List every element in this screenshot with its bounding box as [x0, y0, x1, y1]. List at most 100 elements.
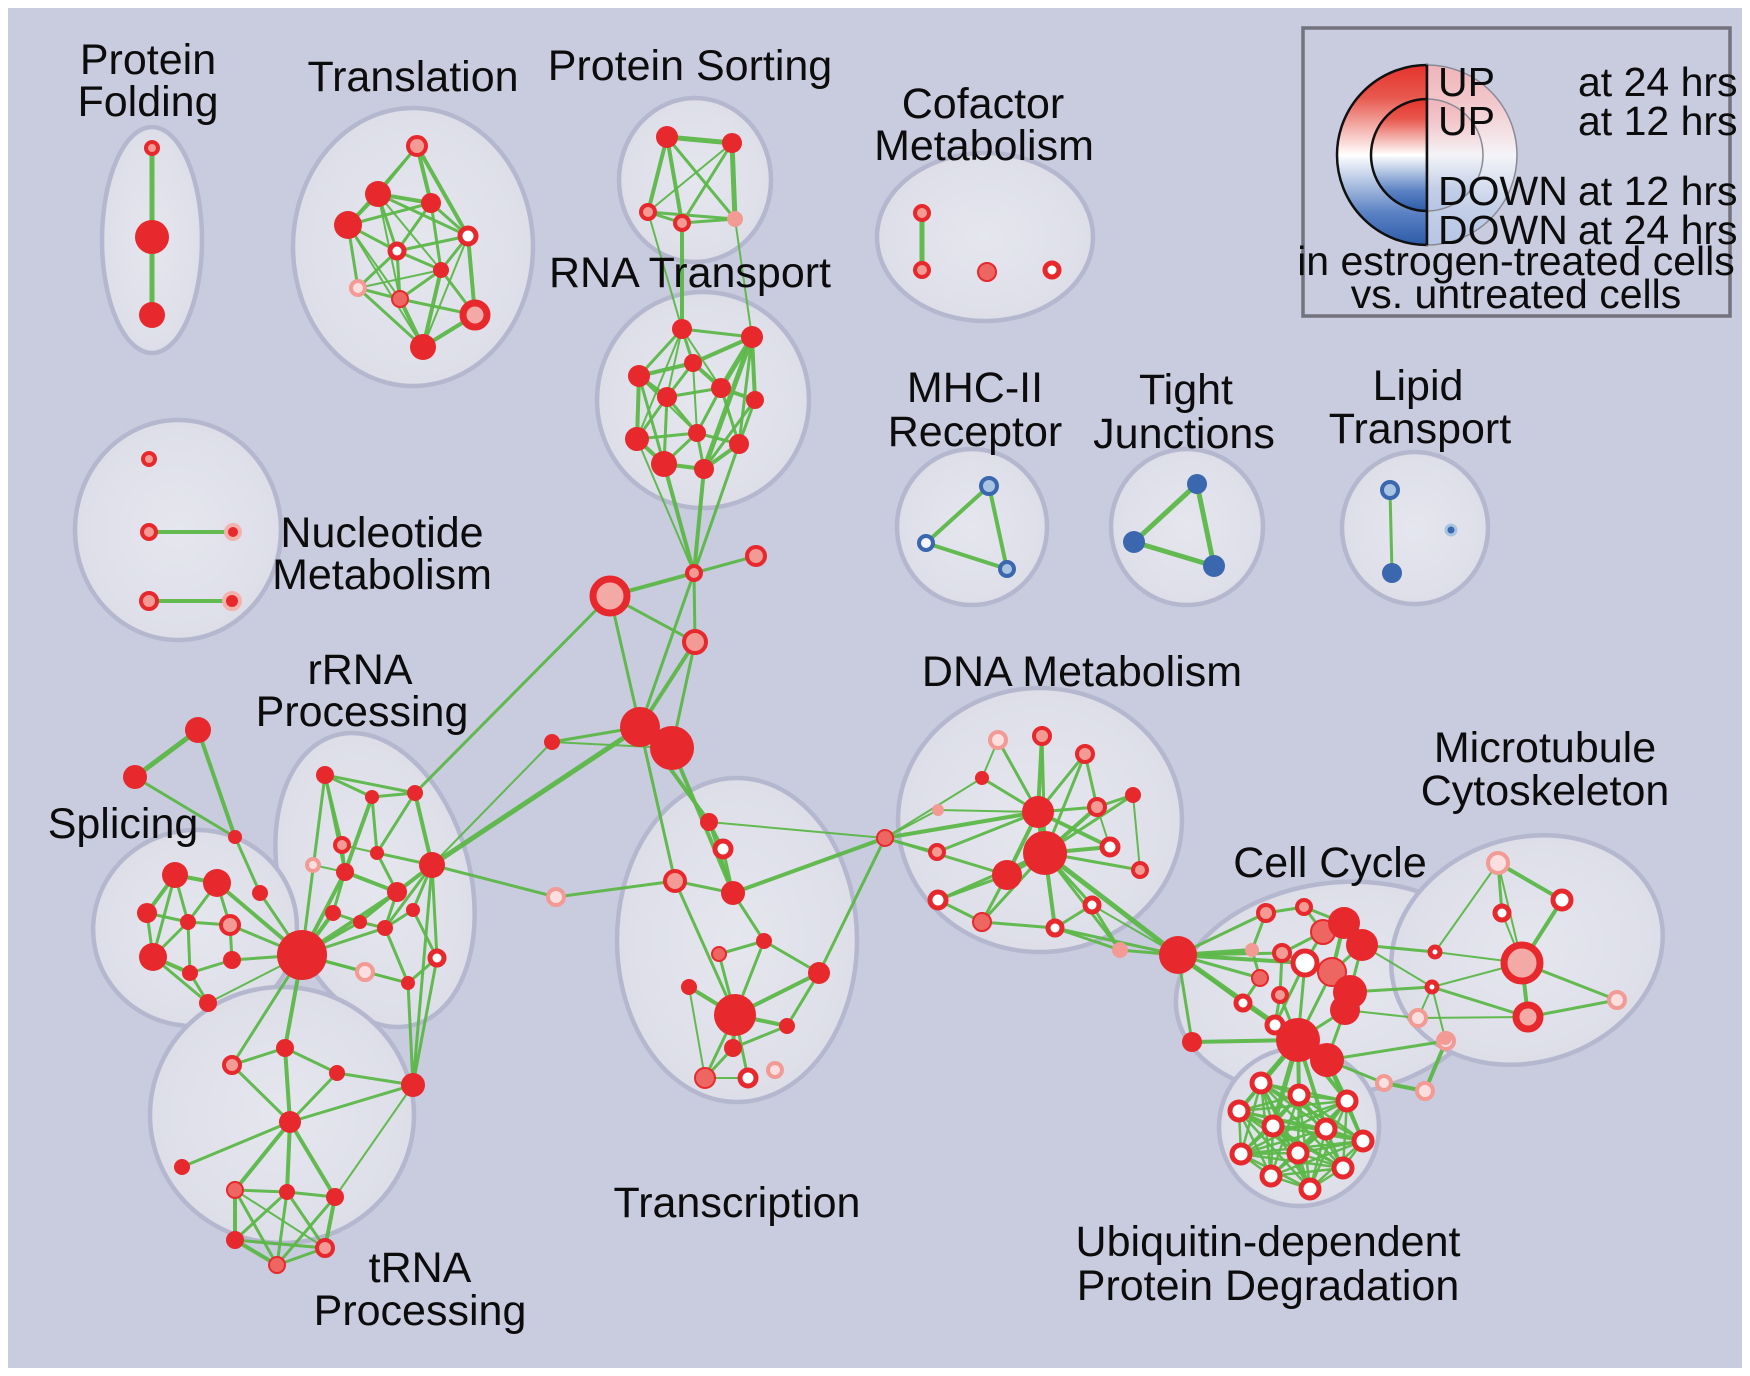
edge-I7-I11: [275, 1190, 289, 1267]
edge-K16-L0: [1053, 926, 1180, 957]
gene-node-L18: [1330, 995, 1360, 1025]
edge-Q2-Q3: [924, 541, 1009, 571]
gene-node-F3: [407, 785, 423, 801]
edge-J8-K11: [817, 836, 887, 975]
gene-node-F10: [325, 905, 341, 921]
cluster-label: Protein Degradation: [1077, 1262, 1459, 1310]
cluster-label: DNA Metabolism: [922, 648, 1242, 696]
cluster-label: Cell Cycle: [1233, 839, 1427, 887]
gene-node-C3: [639, 203, 657, 221]
gene-node-L5: [1328, 907, 1360, 939]
gene-node-J11: [779, 1018, 795, 1034]
edge-C5-D2: [734, 218, 753, 338]
cluster-ellipse-transcription: [614, 775, 860, 1105]
gene-node-F18: [252, 885, 268, 901]
gene-node-P3: [224, 523, 242, 541]
gene-node-J1: [700, 813, 718, 831]
cluster-label: Cytoskeleton: [1421, 767, 1670, 815]
gene-node-F17: [277, 930, 327, 980]
gene-node-B4: [334, 211, 362, 239]
gene-node-F16: [401, 976, 415, 990]
gene-node-H8: [223, 951, 241, 969]
cluster-label: Metabolism: [874, 122, 1094, 170]
edge-F19-F16: [406, 981, 415, 1087]
cluster-ellipse-cofactor-metabolism: [874, 150, 1096, 324]
gene-node-M10: [1492, 903, 1512, 923]
edge-G2-G3: [133, 775, 237, 839]
edge-F1-F7: [323, 773, 347, 874]
edge-D9-E1: [636, 438, 695, 574]
edge-H4-H7: [186, 920, 192, 975]
edge-F8-F14: [430, 863, 439, 960]
legend-caption-line2: vs. untreated cells: [1351, 271, 1681, 317]
gene-node-R1: [1187, 474, 1207, 494]
edge-C3-C5: [646, 210, 737, 221]
gene-node-K7: [1125, 787, 1141, 803]
edge-D4-D8: [692, 362, 698, 434]
edge-F3-F5: [375, 791, 417, 855]
gene-node-L3: [1295, 898, 1313, 916]
edge-C2-C3: [647, 142, 733, 213]
legend-down-12-label: DOWN: [1438, 168, 1568, 214]
edge-I3-I4: [288, 1071, 339, 1124]
edge-N3-N4: [1237, 1099, 1349, 1113]
edge-I8-F19: [334, 1084, 414, 1198]
gene-node-Q3: [998, 560, 1016, 578]
gene-node-K16: [1045, 918, 1065, 938]
edge-C1-C3: [646, 135, 669, 214]
edge-B8-B11: [356, 286, 425, 349]
gene-node-J3: [663, 869, 687, 893]
edge-B3-B7: [429, 201, 443, 272]
cluster-label: Metabolism: [272, 551, 492, 599]
edge-D12-E1: [692, 467, 706, 575]
edge-D1-D2: [680, 327, 754, 339]
edge-K8-K12: [935, 810, 1040, 854]
gene-node-J5: [546, 887, 566, 907]
gene-node-J15: [766, 1061, 784, 1079]
gene-node-L0: [1159, 936, 1197, 974]
gene-node-E5: [620, 707, 660, 747]
gene-node-L2: [1256, 903, 1276, 923]
gene-node-O3: [977, 262, 997, 282]
gene-node-S1: [1380, 480, 1400, 500]
edge-J3-J5: [554, 879, 677, 899]
edge-K5-K8: [937, 809, 1039, 813]
edge-I4-I5: [180, 1120, 292, 1169]
gene-node-E7: [544, 734, 560, 750]
gene-node-M6: [1607, 990, 1627, 1010]
gene-node-N9: [1286, 1141, 1310, 1165]
gene-node-K6: [1087, 797, 1107, 817]
gene-node-C5: [727, 211, 743, 227]
edge-I2-I3: [283, 1046, 339, 1075]
gene-node-L1: [1182, 1032, 1202, 1052]
edge-B5-B11: [422, 235, 469, 348]
edge-F8-E5: [429, 724, 643, 868]
gene-node-M8: [1408, 1008, 1428, 1028]
gene-node-G1: [185, 717, 211, 743]
edge-K8-K11: [883, 810, 1040, 840]
gene-node-J2: [712, 838, 734, 860]
edge-B1-B5: [415, 144, 470, 238]
edge-I4-I7: [285, 1120, 292, 1194]
edge-D10-E1: [692, 442, 741, 575]
edge-D2-D12: [701, 334, 755, 472]
edge-I4-I6: [233, 1120, 292, 1192]
cluster-label: Ubiquitin-dependent: [1076, 1218, 1461, 1266]
gene-node-O2: [913, 261, 931, 279]
gene-node-F4: [333, 836, 351, 854]
gene-node-M4: [1424, 979, 1440, 995]
gene-node-E1: [685, 564, 703, 582]
gene-node-B3: [421, 193, 441, 213]
gene-node-H1: [162, 862, 188, 888]
cluster-label: Cofactor: [902, 80, 1065, 128]
gene-node-D11: [651, 451, 677, 477]
gene-node-L20: [1415, 1081, 1435, 1101]
gene-node-M9: [1438, 1031, 1452, 1045]
gene-node-M7: [1512, 1001, 1544, 1033]
edge-S1-S2: [1388, 488, 1394, 575]
gene-node-K10: [992, 860, 1022, 890]
edge-L17-L21: [1325, 1039, 1448, 1062]
cluster-label: RNA Transport: [549, 249, 831, 297]
